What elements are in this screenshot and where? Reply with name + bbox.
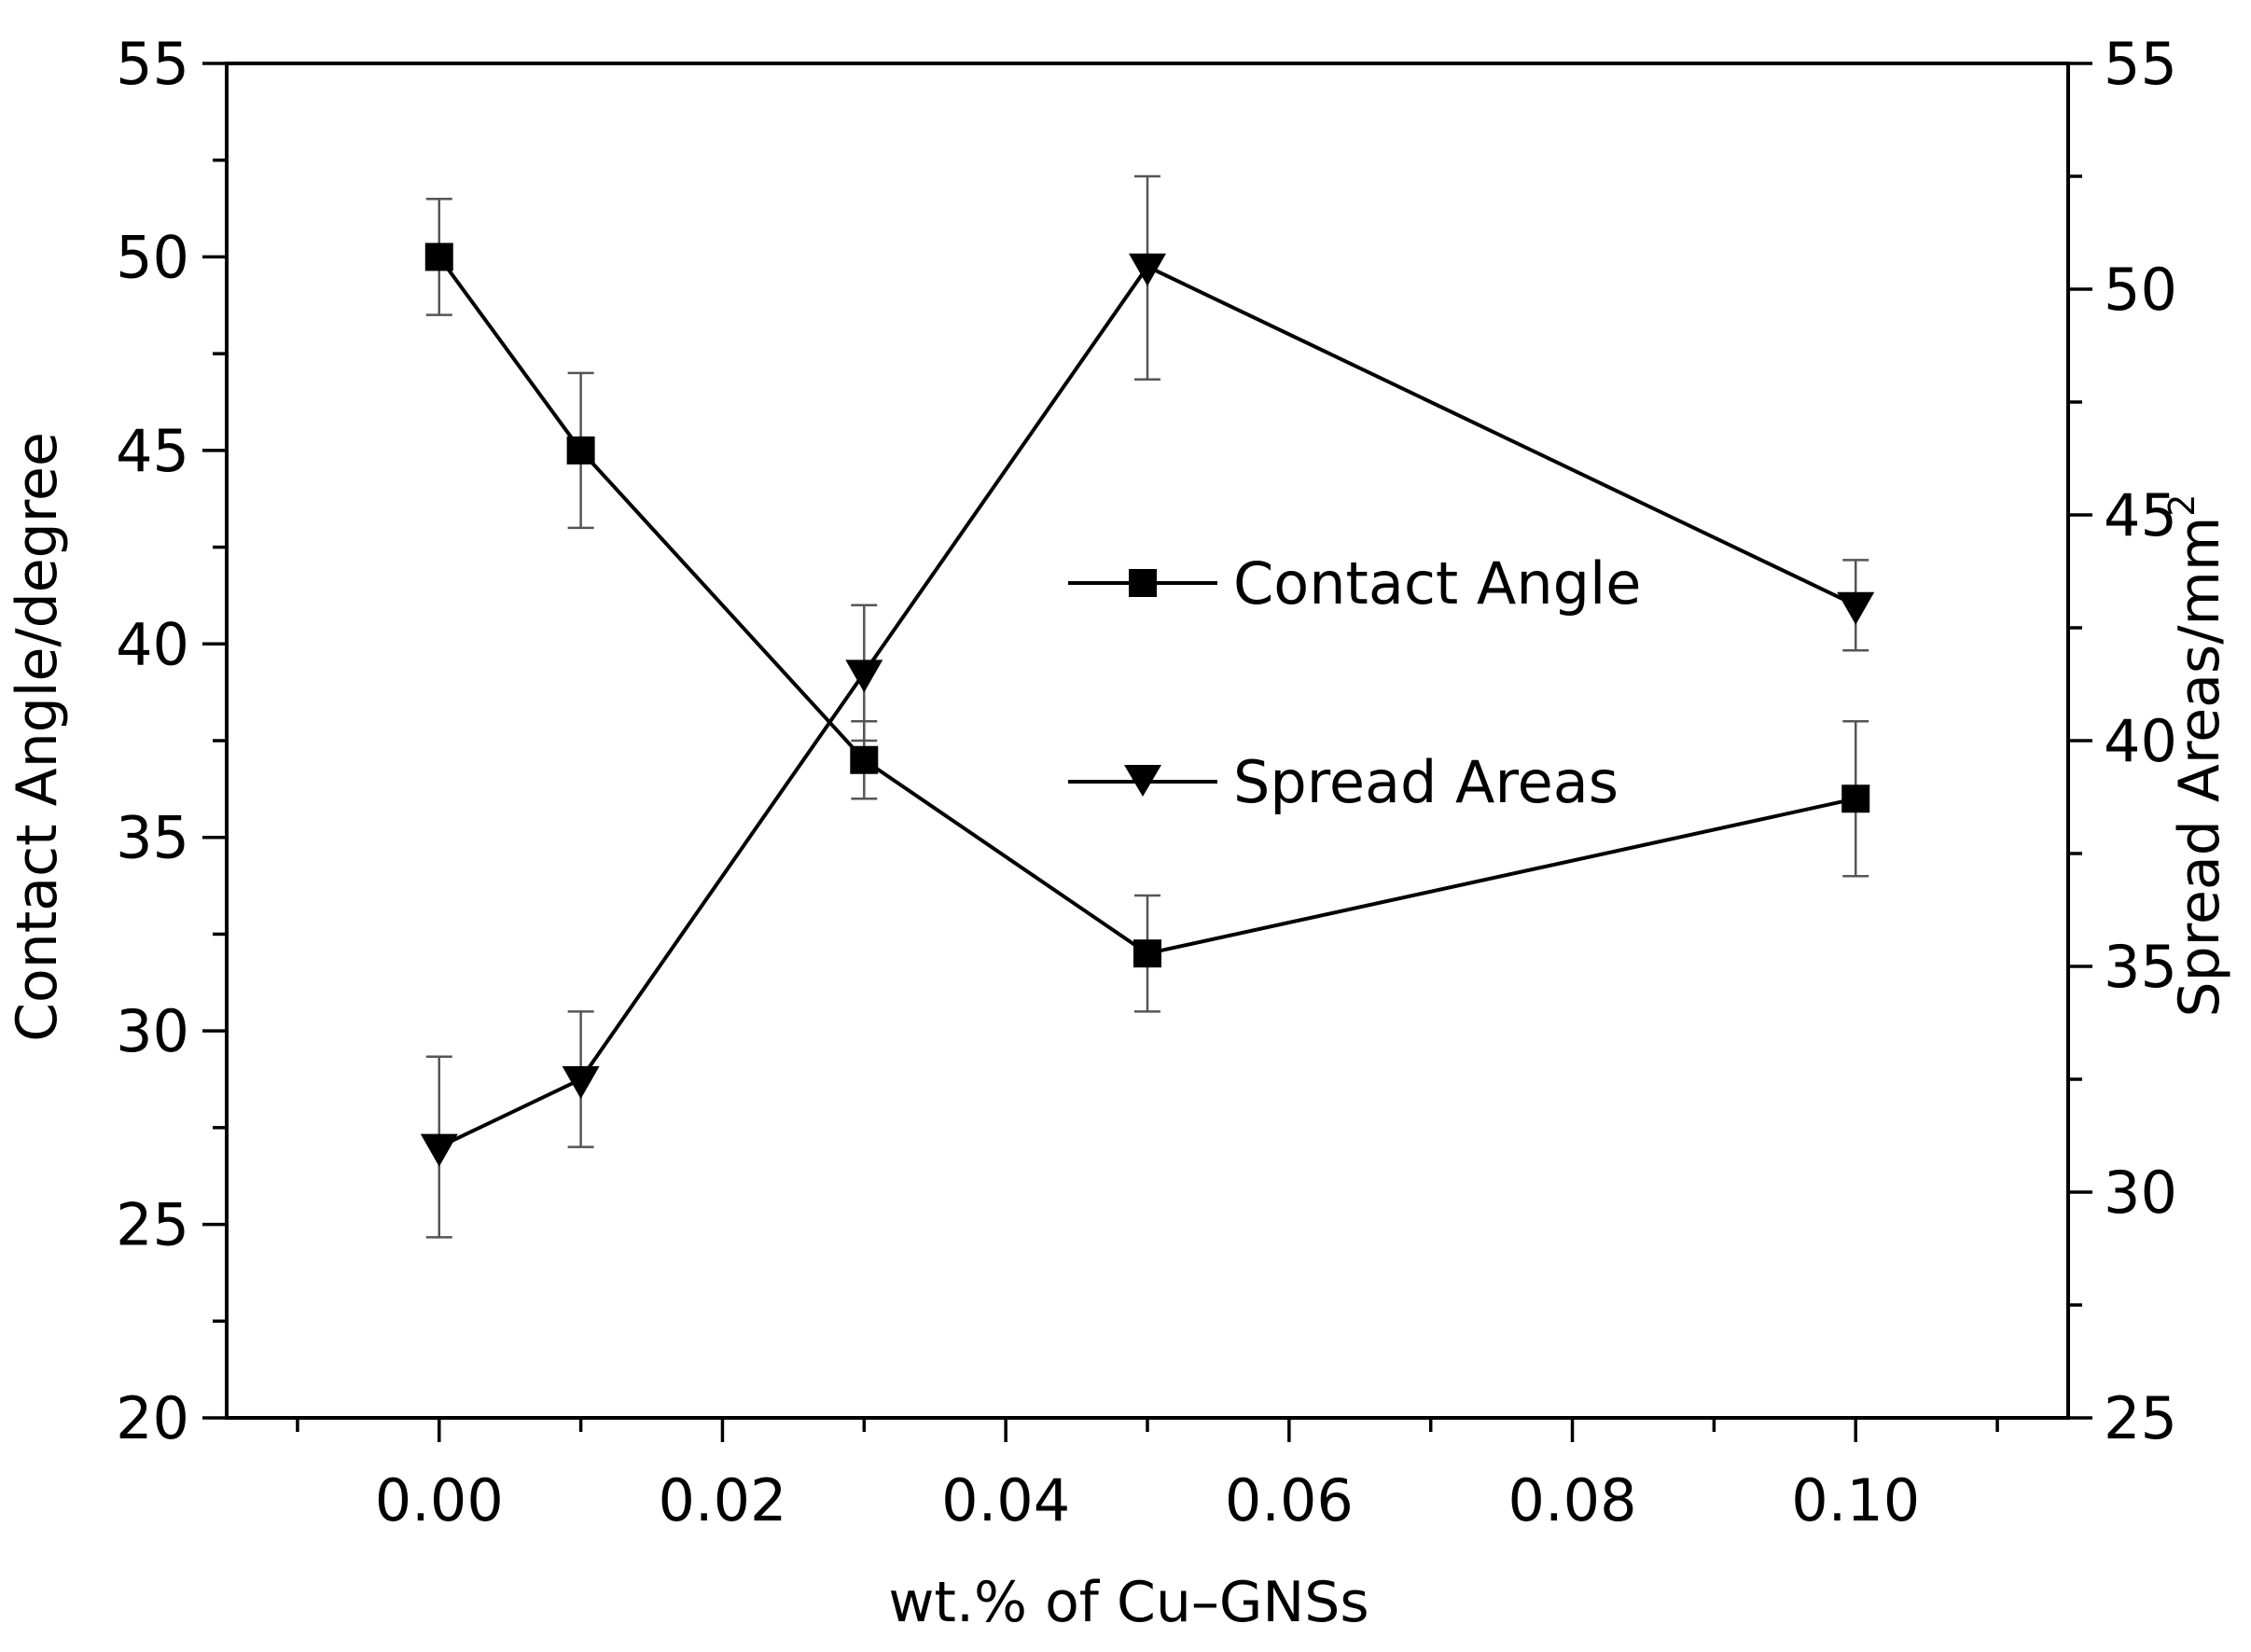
y-right-tick-label: 40 [2104,707,2177,775]
legend-spread-areas-label: Spread Areas [1233,748,1619,816]
y-axis-right-title-text: Spread Areas/mm [2167,517,2232,1018]
y-right-tick-label: 55 [2104,30,2177,98]
y-left-tick-label: 35 [116,804,189,872]
x-tick-label: 0.00 [375,1466,504,1534]
x-tick-label: 0.06 [1225,1466,1354,1534]
x-tick-label: 0.04 [941,1466,1070,1534]
series-markers [420,243,1875,1167]
contact-angle-point [1841,784,1870,813]
series-lines [438,256,1857,1149]
y-right-tick-label: 30 [2104,1159,2177,1227]
x-axis-title: wt.% of Cu–GNSs [888,1570,1369,1635]
y-right-tick-label: 50 [2104,256,2177,324]
y-axis-right-title-superscript: 2 [2161,494,2202,517]
y-left-tick-label: 30 [116,997,189,1065]
spread-areas-point [562,1066,600,1099]
y-left-tick-label: 50 [116,223,189,291]
x-tick-label: 0.10 [1791,1466,1920,1534]
spread-areas-line [438,264,1857,1149]
spread-areas-point [845,659,883,693]
contact-angle-point [850,745,879,774]
contact-angle-point [566,436,595,465]
svg-text:Spread Areas/mm2: Spread Areas/mm2 [2161,494,2232,1018]
spread-areas-point [420,1133,458,1167]
axis-ticks: 0.00 0.02 0.04 0.06 0.08 0.10 20 25 30 35 40 45 50 55… [116,30,2177,1534]
x-tick-label: 0.08 [1508,1466,1637,1534]
x-tick-label: 0.02 [658,1466,786,1534]
y-right-tick-label: 25 [2104,1384,2177,1452]
y-right-tick-label: 35 [2104,933,2177,1001]
contact-angle-point [1133,939,1161,968]
legend-contact-angle-square-icon [1129,569,1157,597]
y-right-tick-label: 45 [2104,481,2177,549]
y-axis-left-title: Contact Angle/degree [5,432,70,1042]
y-left-tick-label: 45 [116,417,189,485]
y-left-tick-label: 25 [116,1191,189,1259]
y-left-tick-label: 20 [116,1384,189,1452]
y-axis-right-title: Spread Areas/mm2 [2161,494,2232,1018]
legend-spread-areas-triangle-icon [1124,765,1161,797]
contact-angle-point [424,243,453,271]
legend-contact-angle-label: Contact Angle [1233,549,1641,618]
spread-areas-point [1837,591,1875,625]
spread-areas-point [1129,253,1166,286]
legend: Contact Angle Spread Areas [1068,549,1641,816]
y-left-tick-label: 55 [116,30,189,98]
error-bars [425,174,1869,1239]
y-left-tick-label: 40 [116,610,189,678]
